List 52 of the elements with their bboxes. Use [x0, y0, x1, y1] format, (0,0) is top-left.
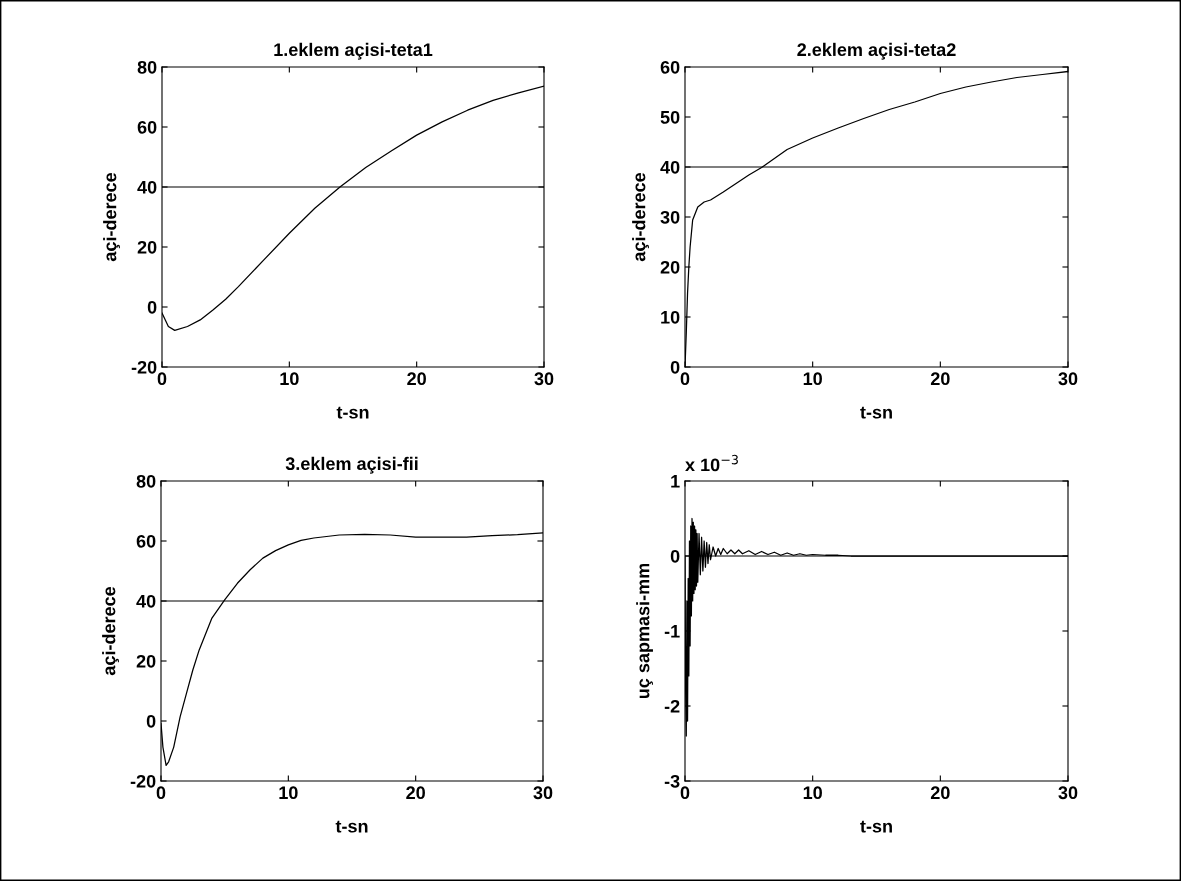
x-tick-label: 0: [157, 372, 167, 386]
y-tick-label: 60: [136, 534, 156, 548]
y-tick-label: 50: [660, 110, 680, 124]
y-tick-label: 40: [660, 160, 680, 174]
x-tick-label: 30: [534, 372, 554, 386]
y-tick-label: 0: [670, 549, 680, 563]
y-tick-label: 20: [660, 260, 680, 274]
x-axis-title: t-sn: [860, 406, 892, 419]
chart-title: 2.eklem açisi-teta2: [797, 42, 956, 60]
y-tick-label: 20: [136, 654, 156, 668]
x-axis-title: t-sn: [335, 820, 368, 833]
y-tick-label: 60: [137, 120, 157, 134]
y-tick-label: 40: [137, 180, 157, 194]
y-tick-label: 80: [137, 60, 157, 74]
y-tick-label: -2: [664, 699, 680, 713]
y-axis-title: uç sapmasi-mm: [636, 563, 653, 699]
y-tick-label: -20: [130, 774, 156, 788]
y-tick-label: -1: [664, 625, 680, 638]
x-tick-label: 0: [680, 786, 690, 800]
y-tick-label: 40: [136, 594, 156, 608]
chart-title: 1.eklem açisi-teta1: [274, 42, 433, 60]
x-tick-label: 0: [156, 786, 166, 800]
text: x 10$^{−3}$: [685, 454, 738, 472]
x-tick-label: 10: [803, 786, 822, 800]
x-tick-label: 20: [407, 372, 426, 386]
y-tick-label: 60: [660, 60, 680, 74]
x-tick-label: 10: [280, 372, 299, 386]
y-tick-label: 1: [671, 475, 680, 488]
x-tick-label: 10: [279, 786, 298, 800]
x-axis-title: t-sn: [336, 406, 369, 419]
y-axis-title: açi-derece: [103, 172, 120, 262]
y-tick-label: 0: [146, 714, 156, 728]
y-tick-label: 0: [670, 360, 680, 374]
y-tick-label: 10: [661, 310, 680, 324]
chart-title: 3.eklem açisi-fii: [285, 456, 418, 474]
x-axis-title: t-sn: [860, 820, 892, 833]
x-tick-label: 20: [930, 372, 950, 386]
y-tick-label: -3: [664, 774, 680, 788]
y-axis-title: açi-derece: [102, 586, 119, 676]
y-tick-label: 20: [137, 240, 157, 254]
y-tick-label: 80: [136, 474, 156, 488]
y-tick-label: 30: [660, 210, 680, 224]
x-tick-label: 30: [1058, 786, 1078, 800]
y-axis-title: açi-derece: [632, 172, 649, 262]
x-tick-label: 10: [803, 372, 822, 386]
y-tick-label: -20: [131, 360, 157, 374]
x-tick-label: 0: [680, 372, 690, 386]
y-tick-label: 0: [147, 300, 157, 314]
x-tick-label: 20: [406, 786, 425, 800]
x-tick-label: 30: [1058, 372, 1078, 386]
x-tick-label: 20: [930, 786, 950, 800]
x-tick-label: 30: [533, 786, 553, 800]
